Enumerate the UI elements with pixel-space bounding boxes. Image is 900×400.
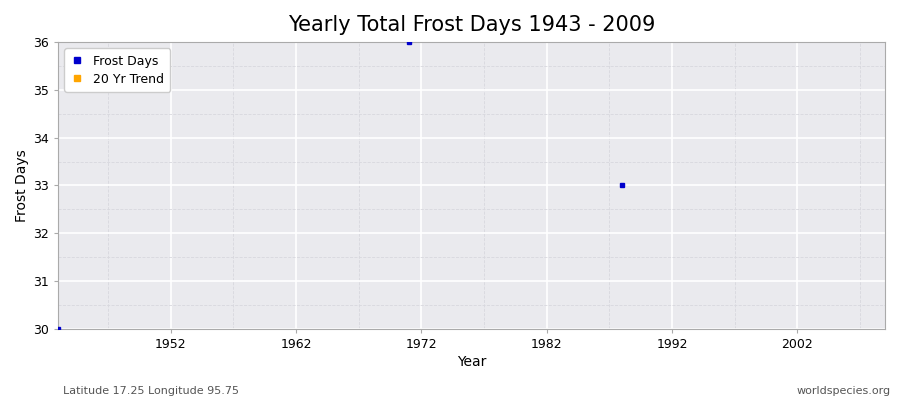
X-axis label: Year: Year — [457, 355, 486, 369]
Text: worldspecies.org: worldspecies.org — [796, 386, 891, 396]
Legend: Frost Days, 20 Yr Trend: Frost Days, 20 Yr Trend — [64, 48, 170, 92]
Y-axis label: Frost Days: Frost Days — [15, 149, 29, 222]
Title: Yearly Total Frost Days 1943 - 2009: Yearly Total Frost Days 1943 - 2009 — [288, 15, 655, 35]
Text: Latitude 17.25 Longitude 95.75: Latitude 17.25 Longitude 95.75 — [63, 386, 239, 396]
